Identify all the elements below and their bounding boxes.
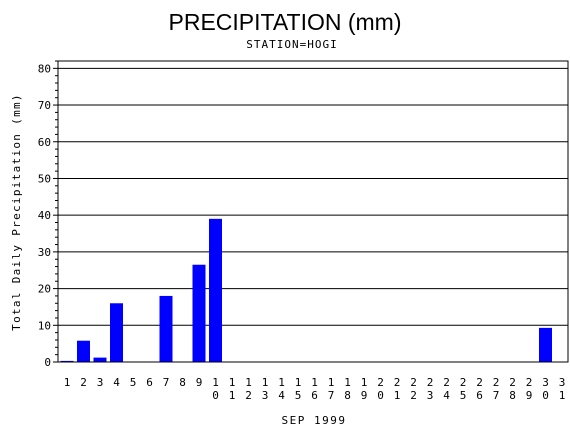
x-tick-label: 3 (262, 389, 269, 402)
y-tick-label: 60 (38, 136, 51, 149)
x-tick-label: 3 (427, 389, 434, 402)
bar-day-1 (60, 360, 74, 362)
x-tick-label: 9 (361, 389, 368, 402)
x-tick-label: 0 (377, 389, 384, 402)
x-tick-label: 2 (410, 389, 417, 402)
x-tick-label: 9 (196, 376, 203, 389)
x-tick-label: 1 (229, 376, 236, 389)
bar-day-9 (192, 264, 206, 362)
y-tick-label: 50 (38, 172, 51, 185)
y-axis-label: Total Daily Precipitation (mm) (10, 93, 23, 331)
x-tick-label: 9 (526, 389, 533, 402)
y-tick-label: 70 (38, 99, 51, 112)
x-tick-label: 1 (64, 376, 71, 389)
bar-day-10 (209, 218, 222, 362)
x-tick-label: 1 (559, 389, 566, 402)
x-tick-label: 1 (394, 389, 401, 402)
x-tick-label: 7 (163, 376, 170, 389)
bars (60, 218, 552, 362)
x-tick-label: 2 (460, 376, 467, 389)
x-tick-label: 3 (97, 376, 104, 389)
x-tick-label: 4 (113, 376, 120, 389)
x-tick-label: 5 (295, 389, 302, 402)
grid-lines (58, 67, 568, 326)
x-tick-label: 2 (493, 376, 500, 389)
y-tick-label: 0 (44, 356, 51, 369)
x-tick-label: 2 (427, 376, 434, 389)
bar-day-2 (77, 340, 90, 362)
x-tick-label: 1 (295, 376, 302, 389)
x-tick-label: 1 (361, 376, 368, 389)
x-tick-label: 2 (377, 376, 384, 389)
x-tick-label: 1 (344, 376, 351, 389)
x-tick-label: 7 (328, 389, 335, 402)
x-axis: 1 2 3 4 5 6 7 8 9 1011121314151617181920212223242… (64, 376, 566, 402)
x-tick-label: 8 (509, 389, 516, 402)
x-tick-label: 0 (542, 389, 549, 402)
x-tick-label: 5 (130, 376, 137, 389)
x-tick-label: 1 (328, 376, 335, 389)
x-tick-label: 6 (476, 389, 483, 402)
x-tick-label: 6 (146, 376, 153, 389)
y-tick-label: 80 (38, 62, 51, 75)
x-tick-label: 8 (344, 389, 351, 402)
y-tick-label: 20 (38, 283, 51, 296)
x-tick-label: 4 (443, 389, 450, 402)
bar-day-3 (93, 357, 107, 362)
y-tick-label: 40 (38, 209, 51, 222)
x-tick-label: 0 (212, 389, 219, 402)
bar-day-4 (110, 303, 123, 362)
x-tick-label: 7 (493, 389, 500, 402)
bar-day-30 (539, 327, 552, 362)
x-tick-label: 1 (262, 376, 269, 389)
x-tick-label: 1 (245, 376, 252, 389)
x-tick-label: 2 (80, 376, 87, 389)
x-tick-label: 1 (278, 376, 285, 389)
x-tick-label: 2 (476, 376, 483, 389)
x-tick-label: 6 (311, 389, 318, 402)
x-tick-label: 1 (311, 376, 318, 389)
x-tick-label: 2 (526, 376, 533, 389)
plot-frame (57, 60, 569, 363)
x-tick-label: 2 (394, 376, 401, 389)
x-tick-label: 8 (179, 376, 186, 389)
x-axis-label: SEP 1999 (282, 414, 347, 427)
x-tick-label: 3 (559, 376, 566, 389)
chart-subtitle: STATION=HOGI (246, 38, 337, 51)
x-tick-label: 3 (542, 376, 549, 389)
chart-title: PRECIPITATION (mm) (169, 9, 402, 35)
x-tick-label: 1 (229, 389, 236, 402)
bar-day-7 (159, 295, 173, 362)
x-tick-label: 2 (509, 376, 516, 389)
x-tick-label: 2 (245, 389, 252, 402)
y-tick-label: 30 (38, 246, 51, 259)
x-tick-label: 1 (212, 376, 219, 389)
y-tick-label: 10 (38, 319, 51, 332)
x-tick-label: 2 (443, 376, 450, 389)
y-axis: 0 10 20 30 40 50 60 70 80 (38, 60, 58, 369)
x-tick-label: 2 (410, 376, 417, 389)
x-tick-label: 4 (278, 389, 285, 402)
x-tick-label: 5 (460, 389, 467, 402)
